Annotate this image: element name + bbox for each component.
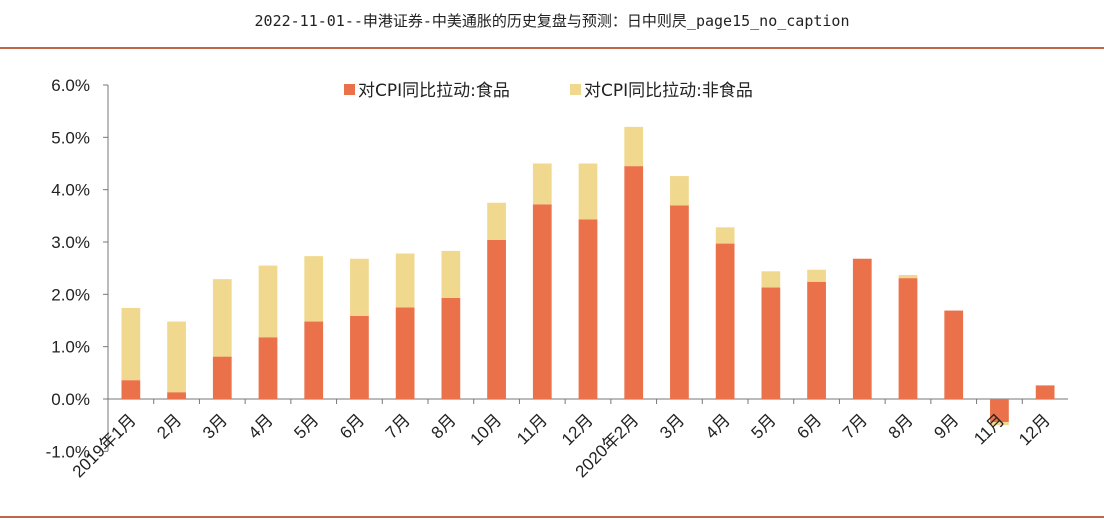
x-tick-label: 7月 [839, 410, 871, 442]
bar-non-food [715, 227, 735, 244]
bar-non-food [624, 126, 644, 167]
bar-food [395, 307, 415, 399]
legend-swatch [344, 84, 355, 95]
bar-non-food [167, 321, 186, 393]
y-tick-label: 2.0% [51, 285, 90, 304]
top-divider [0, 47, 1104, 49]
bar-non-food [350, 258, 369, 316]
x-tick-label: 7月 [382, 410, 414, 442]
x-tick-label: 8月 [885, 410, 917, 442]
bar-food [258, 337, 278, 399]
chart-bars [121, 126, 1055, 426]
bar-food [304, 321, 324, 399]
y-tick-label: 3.0% [51, 233, 90, 252]
x-tick-label: 9月 [930, 410, 962, 442]
bar-food [944, 310, 964, 399]
bar-food [532, 204, 552, 399]
x-tick-label: 12月 [1015, 410, 1054, 449]
bar-non-food [212, 279, 232, 357]
legend-label: 对CPI同比拉动:食品 [358, 81, 510, 101]
y-tick-label: 1.0% [51, 338, 90, 357]
y-tick-label: 6.0% [51, 76, 90, 95]
chart-legend: 对CPI同比拉动:食品 对CPI同比拉动:非食品 [344, 81, 753, 101]
bar-food [441, 297, 461, 399]
bar-food [807, 281, 826, 399]
y-axis-ticks: -1.0% 0.0% 1.0% 2.0% 3.0% 4.0% 5.0% 6.0% [46, 76, 108, 461]
x-tick-label: 3月 [199, 410, 231, 442]
bar-food [624, 166, 644, 399]
x-tick-label: 3月 [656, 410, 688, 442]
bar-food [121, 380, 141, 399]
bar-food [852, 258, 872, 399]
x-tick-label: 5月 [748, 410, 780, 442]
bar-non-food [532, 163, 552, 205]
x-tick-label: 11月 [513, 410, 551, 448]
bar-non-food [304, 256, 324, 322]
legend-swatch [570, 84, 581, 95]
bar-non-food [670, 176, 689, 206]
bar-non-food [121, 307, 141, 381]
bar-food [761, 287, 781, 399]
bar-food [1035, 385, 1055, 399]
bar-non-food [258, 265, 278, 338]
bar-food [898, 278, 918, 399]
bar-non-food [395, 253, 415, 308]
bar-food [578, 219, 598, 399]
bar-food [350, 315, 369, 399]
bar-non-food [990, 422, 1009, 426]
bar-food [990, 399, 1009, 423]
bar-non-food [487, 202, 506, 240]
bar-food [167, 392, 186, 399]
x-tick-label: 6月 [336, 410, 368, 442]
bar-non-food [441, 250, 461, 298]
x-tick-label: 2月 [153, 410, 185, 442]
bar-food [670, 205, 689, 399]
y-tick-label: -1.0% [46, 442, 90, 461]
x-tick-label: 4月 [702, 410, 734, 442]
x-tick-label: 5月 [290, 410, 322, 442]
bar-non-food [807, 269, 826, 282]
x-tick-label: 8月 [428, 410, 460, 442]
bar-non-food [578, 163, 598, 220]
bar-non-food [898, 274, 918, 279]
legend-label: 对CPI同比拉动:非食品 [584, 81, 753, 101]
x-tick-label: 4月 [245, 410, 277, 442]
y-tick-label: 0.0% [51, 390, 90, 409]
bottom-divider [0, 516, 1104, 518]
page-title: 2022-11-01--申港证券-中美通胀的历史复盘与预测：日中则昃_page1… [254, 12, 850, 30]
bar-food [212, 356, 232, 399]
x-tick-label: 10月 [467, 410, 506, 449]
y-tick-label: 4.0% [51, 181, 90, 200]
y-tick-label: 5.0% [51, 128, 90, 147]
bar-food [715, 243, 735, 399]
x-tick-label: 12月 [558, 410, 597, 449]
bar-food [487, 239, 506, 399]
bar-non-food [761, 271, 781, 288]
x-tick-label: 6月 [793, 410, 825, 442]
